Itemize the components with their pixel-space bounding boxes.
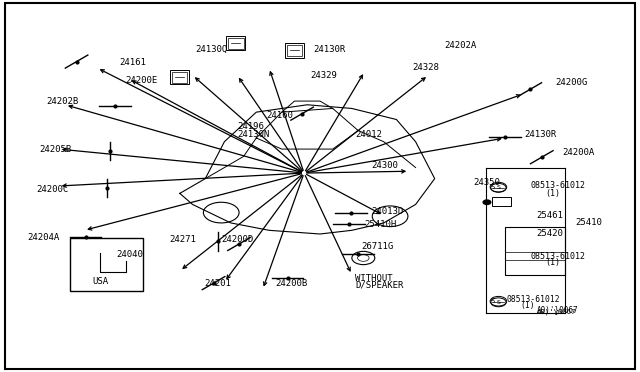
Text: 24200E: 24200E — [125, 76, 158, 85]
Text: S: S — [491, 298, 495, 304]
Bar — [492, 197, 511, 206]
Text: 24200A: 24200A — [562, 148, 595, 157]
Text: 08513-61012: 08513-61012 — [531, 251, 586, 261]
Bar — [228, 38, 244, 49]
Text: 24202A: 24202A — [444, 41, 477, 50]
Circle shape — [483, 200, 491, 205]
Text: 24205B: 24205B — [40, 145, 72, 154]
Text: S: S — [497, 185, 500, 190]
Text: 24200C: 24200C — [36, 185, 68, 194]
Bar — [505, 227, 565, 275]
Bar — [170, 70, 189, 84]
Text: 24202B: 24202B — [46, 97, 78, 106]
Text: S: S — [491, 184, 495, 190]
Text: 24161: 24161 — [119, 58, 146, 67]
Text: 24300: 24300 — [371, 161, 398, 170]
Text: (1): (1) — [545, 189, 560, 198]
Text: (1): (1) — [521, 301, 535, 311]
Text: 24012: 24012 — [355, 130, 382, 139]
Text: 24204A: 24204A — [27, 233, 59, 242]
Text: 25420: 25420 — [537, 230, 564, 238]
Text: 24130R: 24130R — [314, 45, 346, 54]
Text: A0)'\0067: A0)'\0067 — [537, 308, 576, 315]
Text: 25410H: 25410H — [365, 220, 397, 229]
Text: 24130Q: 24130Q — [196, 45, 228, 54]
Text: 24329: 24329 — [310, 71, 337, 80]
Text: 08513-61012: 08513-61012 — [531, 182, 586, 190]
Text: 24200D: 24200D — [221, 235, 253, 244]
Text: (1): (1) — [545, 258, 560, 267]
Text: 24196: 24196 — [237, 122, 264, 131]
Text: 24040: 24040 — [116, 250, 143, 259]
Text: 26711G: 26711G — [361, 243, 394, 251]
Text: USA: USA — [92, 278, 108, 286]
Text: 25410: 25410 — [575, 218, 602, 227]
Text: 24350: 24350 — [473, 178, 500, 187]
Bar — [70, 238, 143, 291]
Text: 24130R: 24130R — [524, 130, 556, 139]
Text: WITHOUT: WITHOUT — [355, 274, 393, 283]
Text: 24201: 24201 — [204, 279, 231, 288]
Bar — [172, 71, 188, 83]
Bar — [287, 45, 302, 56]
Text: 08513-61012: 08513-61012 — [506, 295, 560, 304]
Text: D/SPEAKER: D/SPEAKER — [355, 280, 403, 289]
Text: 24271: 24271 — [170, 235, 196, 244]
Text: 24328: 24328 — [412, 63, 439, 72]
Bar — [227, 36, 246, 51]
Text: 24200B: 24200B — [275, 279, 308, 288]
Text: S: S — [497, 300, 500, 305]
Text: 24200G: 24200G — [556, 78, 588, 87]
Text: A0)'}0067: A0)'}0067 — [537, 305, 579, 314]
Text: 25461: 25461 — [537, 211, 564, 220]
Text: 24160: 24160 — [266, 111, 292, 121]
Text: 24013D: 24013D — [371, 207, 403, 217]
Text: 24130N: 24130N — [237, 130, 269, 139]
Bar — [285, 43, 304, 58]
